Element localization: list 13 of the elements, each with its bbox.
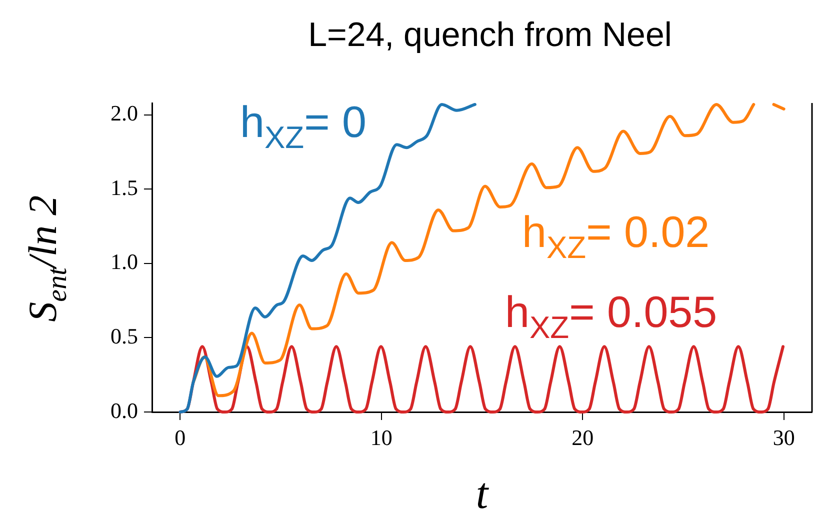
y-tick-label: 0.0 [110, 398, 138, 423]
x-tick-label: 0 [174, 424, 186, 450]
y-tick-label: 2.0 [110, 100, 138, 126]
x-axis-title: t [476, 469, 490, 518]
y-tick-label: 0.5 [110, 324, 138, 348]
x-tick-label: 10 [370, 424, 392, 450]
x-tick-label: 20 [572, 424, 594, 450]
y-tick-label: 1.0 [110, 249, 138, 274]
y-tick-label: 1.5 [110, 174, 138, 200]
y-axis-title: Sent/ln 2 [20, 195, 73, 322]
x-tick-label: 30 [772, 424, 795, 450]
line-series [178, 102, 476, 414]
chart-title: L=24, quench from Neel [308, 16, 672, 54]
